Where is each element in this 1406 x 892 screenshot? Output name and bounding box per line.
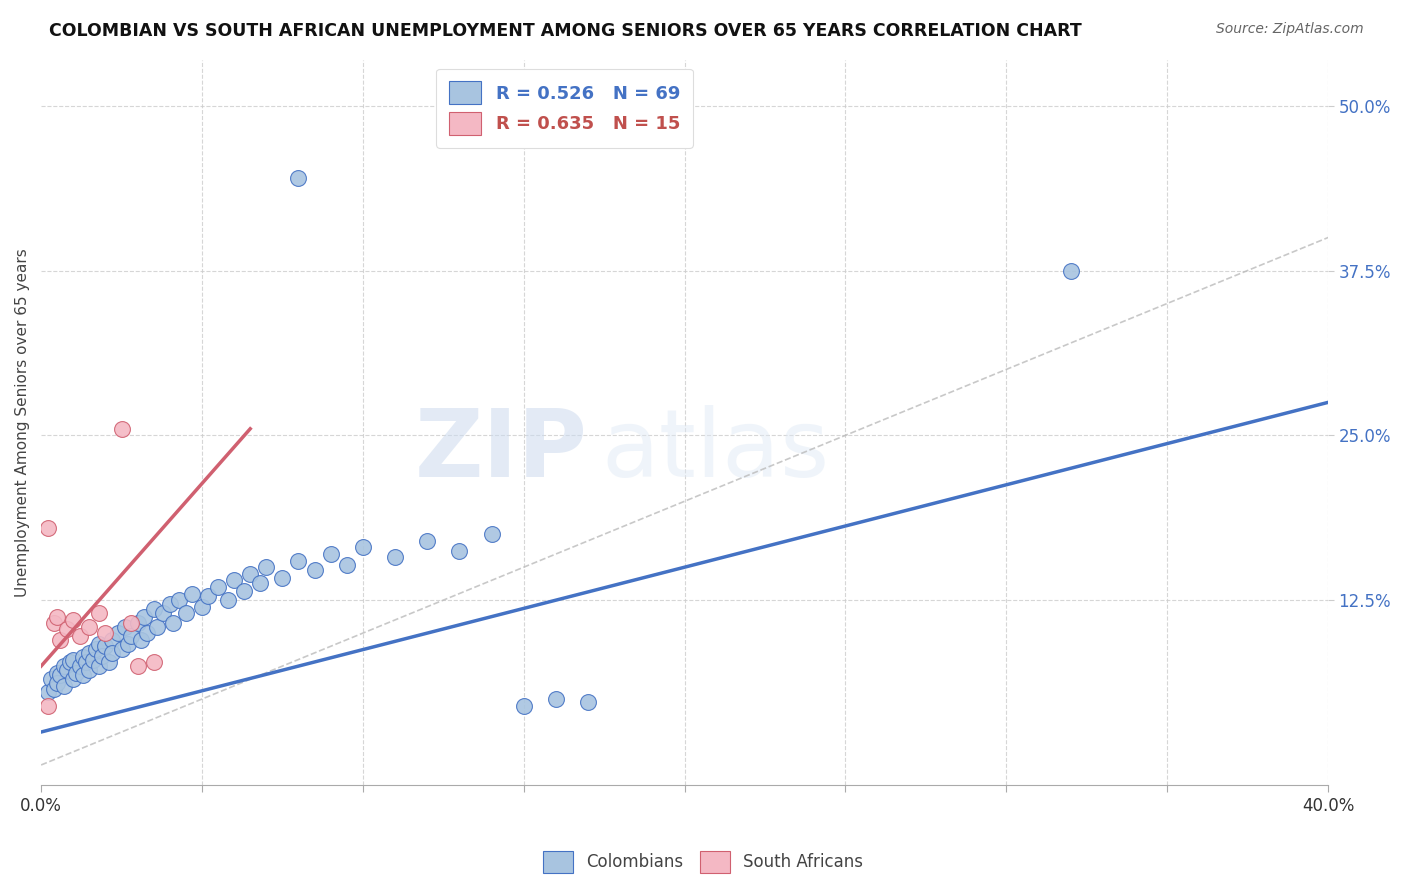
- Point: [97, 655, 120, 669]
- Point: [107, 626, 129, 640]
- Point: [42, 615, 65, 630]
- Text: COLOMBIAN VS SOUTH AFRICAN UNEMPLOYMENT AMONG SENIORS OVER 65 YEARS CORRELATION : COLOMBIAN VS SOUTH AFRICAN UNEMPLOYMENT …: [49, 22, 1083, 40]
- Text: atlas: atlas: [600, 405, 830, 497]
- Point: [352, 541, 374, 555]
- Point: [72, 649, 94, 664]
- Point: [59, 655, 82, 669]
- Point: [37, 521, 59, 535]
- Point: [132, 610, 155, 624]
- Point: [287, 171, 309, 186]
- Point: [319, 547, 342, 561]
- Point: [232, 583, 254, 598]
- Point: [101, 632, 124, 647]
- Point: [37, 698, 59, 713]
- Point: [79, 663, 101, 677]
- Point: [84, 642, 107, 657]
- Point: [42, 681, 65, 696]
- Point: [72, 668, 94, 682]
- Point: [46, 665, 69, 680]
- Point: [79, 619, 101, 633]
- Point: [46, 610, 69, 624]
- Point: [62, 613, 84, 627]
- Point: [481, 527, 503, 541]
- Point: [304, 563, 326, 577]
- Point: [110, 422, 132, 436]
- Point: [62, 652, 84, 666]
- Point: [142, 602, 165, 616]
- Legend: Colombians, South Africans: Colombians, South Africans: [536, 845, 870, 880]
- Point: [91, 648, 114, 663]
- Point: [56, 663, 79, 677]
- Point: [82, 652, 104, 666]
- Point: [217, 593, 239, 607]
- Point: [49, 668, 72, 682]
- Point: [110, 642, 132, 657]
- Text: Source: ZipAtlas.com: Source: ZipAtlas.com: [1216, 22, 1364, 37]
- Point: [207, 580, 229, 594]
- Point: [94, 640, 117, 654]
- Point: [544, 692, 567, 706]
- Point: [114, 619, 136, 633]
- Point: [101, 646, 124, 660]
- Point: [94, 626, 117, 640]
- Legend: R = 0.526   N = 69, R = 0.635   N = 15: R = 0.526 N = 69, R = 0.635 N = 15: [436, 69, 693, 147]
- Point: [52, 659, 75, 673]
- Point: [162, 615, 184, 630]
- Point: [136, 626, 159, 640]
- Point: [181, 586, 204, 600]
- Point: [49, 632, 72, 647]
- Point: [159, 597, 181, 611]
- Point: [384, 549, 406, 564]
- Point: [197, 589, 219, 603]
- Point: [69, 659, 91, 673]
- Point: [79, 646, 101, 660]
- Point: [271, 571, 294, 585]
- Point: [75, 655, 97, 669]
- Point: [127, 659, 149, 673]
- Point: [224, 574, 246, 588]
- Point: [287, 553, 309, 567]
- Point: [254, 560, 277, 574]
- Point: [336, 558, 359, 572]
- Point: [87, 659, 110, 673]
- Point: [512, 698, 534, 713]
- Point: [416, 533, 439, 548]
- Point: [191, 599, 214, 614]
- Point: [146, 619, 169, 633]
- Point: [65, 665, 87, 680]
- Point: [127, 615, 149, 630]
- Point: [120, 629, 142, 643]
- Point: [56, 622, 79, 636]
- Point: [174, 607, 197, 621]
- Point: [129, 632, 152, 647]
- Point: [239, 566, 262, 581]
- Point: [117, 637, 139, 651]
- Point: [37, 685, 59, 699]
- Point: [46, 676, 69, 690]
- Point: [52, 679, 75, 693]
- Point: [39, 673, 62, 687]
- Point: [449, 544, 471, 558]
- Point: [576, 695, 599, 709]
- Point: [249, 576, 271, 591]
- Point: [142, 655, 165, 669]
- Point: [87, 637, 110, 651]
- Point: [69, 629, 91, 643]
- Point: [120, 615, 142, 630]
- Point: [169, 593, 191, 607]
- Point: [152, 607, 174, 621]
- Point: [62, 673, 84, 687]
- Text: ZIP: ZIP: [415, 405, 588, 497]
- Y-axis label: Unemployment Among Seniors over 65 years: Unemployment Among Seniors over 65 years: [15, 248, 30, 597]
- Point: [87, 607, 110, 621]
- Point: [1059, 263, 1081, 277]
